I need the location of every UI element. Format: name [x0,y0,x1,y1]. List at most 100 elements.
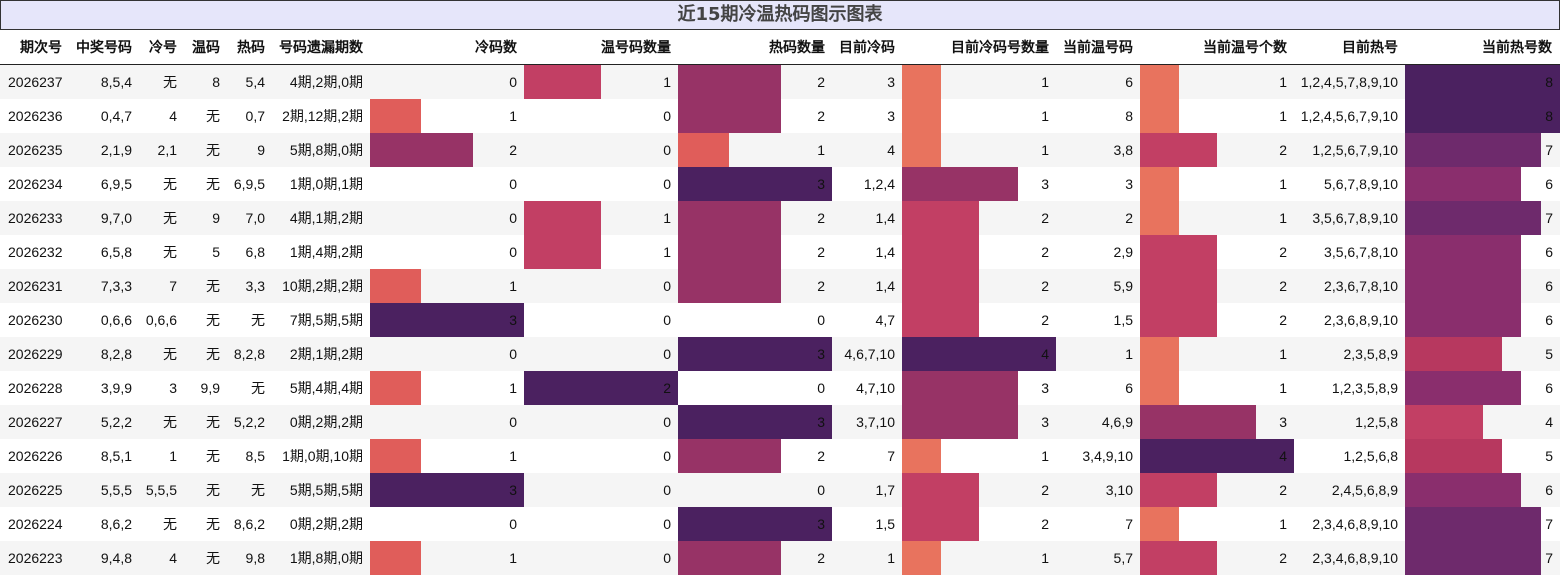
header-period: 期次号 [20,39,62,55]
cell-hot: 9,8 [245,550,265,566]
cell-cur-warm: 8 [1125,108,1133,124]
cell-cur-warm: 3,8 [1113,142,1133,158]
cell-miss: 2期,1期,2期 [289,346,363,362]
header-warm: 温码 [192,39,220,55]
cell-cur-hot: 2,3,5,8,9 [1343,346,1399,362]
cell-hot-count: 3 [817,176,825,192]
bar-cur-warm-count [1140,167,1179,201]
cell-cur-hot-count: 7 [1545,516,1553,532]
cell-hot: 3,3 [245,278,265,294]
cell-cur-warm-count: 1 [1279,108,1287,124]
cell-period: 2026232 [8,244,63,260]
cell-cur-warm: 1 [1125,346,1133,362]
cell-miss: 5期,8期,0期 [289,142,363,158]
cell-hot-count: 0 [817,380,825,396]
bar-cur-warm-count [1140,371,1179,405]
cell-period: 2026230 [8,312,63,328]
bar-cur-hot-count [1405,371,1521,405]
cell-cold-count: 2 [509,142,517,158]
cell-warm-count: 0 [663,108,671,124]
cell-cur-cold-count: 4 [1041,346,1049,362]
bar-cur-warm-count [1140,337,1179,371]
cell-cur-hot-count: 8 [1545,108,1553,124]
cell-draw: 8,6,2 [100,516,132,532]
cell-warm: 无 [206,516,220,532]
cell-warm: 5 [212,244,220,260]
cell-hot-count: 3 [817,346,825,362]
cell-cold: 无 [163,346,177,362]
cell-cur-hot-count: 6 [1545,312,1553,328]
bar-cur-cold-count [902,269,979,303]
bar-cur-hot-count [1405,133,1541,167]
cell-cur-hot-count: 6 [1545,244,1553,260]
cell-cur-cold: 4,6,7,10 [844,346,895,362]
bar-cur-hot-count [1405,507,1541,541]
bar-cur-hot-count [1405,201,1541,235]
cell-cur-hot-count: 5 [1545,346,1553,362]
cell-hot-count: 0 [817,482,825,498]
cell-cur-cold: 1,4 [875,244,895,260]
cell-hot-count: 0 [817,312,825,328]
cell-period: 2026236 [8,108,63,124]
cell-draw: 8,2,8 [100,346,132,362]
table-row: 0 1 2 2 2 6 2026232 6,5,8 无 5 6,8 1期,4期,2期 1,4 2,9 3,5… [0,235,1560,269]
bar-cur-cold-count [902,201,979,235]
cell-warm: 无 [206,108,220,124]
cell-draw: 6,5,8 [100,244,132,260]
cell-cold-count: 1 [509,108,517,124]
header-cur-cold-count: 目前冷码号数量 [951,39,1049,55]
bar-cur-warm-count [1140,303,1217,337]
cell-cur-warm-count: 2 [1279,244,1287,260]
cell-hot-count: 2 [817,278,825,294]
header-divider [0,64,1560,65]
cell-hot-count: 1 [817,142,825,158]
bar-cur-warm-count [1140,405,1256,439]
cell-cold: 无 [163,210,177,226]
bar-warm-count [524,235,601,269]
cell-cur-cold-count: 1 [1041,448,1049,464]
bar-cur-cold-count [902,235,979,269]
cell-cur-warm: 4,6,9 [1101,414,1133,430]
bar-cold-count [370,439,421,473]
bar-cur-warm-count [1140,507,1179,541]
cell-cur-cold: 3 [887,74,895,90]
cell-warm: 无 [206,414,220,430]
cell-hot: 8,2,8 [233,346,265,362]
cell-cur-cold-count: 2 [1041,516,1049,532]
cell-cur-cold-count: 1 [1041,74,1049,90]
cell-miss: 4期,2期,0期 [289,74,363,90]
cell-warm-count: 1 [663,74,671,90]
cell-cold: 1 [169,448,177,464]
cell-warm-count: 0 [663,482,671,498]
table-row: 1 2 0 3 1 6 2026228 3,9,9 3 9,9 无 5期,4期,4期 4,7,10 6 1,… [0,371,1560,405]
cell-warm-count: 1 [663,244,671,260]
header-cur-warm: 当前温号码 [1063,39,1133,55]
cell-cur-hot: 1,2,4,5,6,7,9,10 [1300,108,1398,124]
cell-cur-hot: 1,2,5,6,7,9,10 [1312,142,1398,158]
header-cold-count: 冷码数 [475,39,517,55]
cell-cur-cold: 4,7 [875,312,895,328]
cell-warm: 无 [206,482,220,498]
cell-cur-hot: 3,5,6,7,8,10 [1324,244,1398,260]
cell-cold: 0,6,6 [145,312,177,328]
cell-cold-count: 0 [509,176,517,192]
cell-cur-hot: 2,3,4,6,8,9,10 [1312,516,1398,532]
bar-cur-warm-count [1140,235,1217,269]
cell-cur-cold: 4 [887,142,895,158]
cell-cold-count: 1 [509,550,517,566]
cell-cold: 无 [163,244,177,260]
cell-draw: 3,9,9 [100,380,132,396]
cell-warm-count: 0 [663,312,671,328]
cell-miss: 4期,1期,2期 [289,210,363,226]
bar-cold-count [370,303,524,337]
cell-cur-warm-count: 2 [1279,312,1287,328]
table-row: 0 0 3 3 3 4 2026227 5,2,2 无 无 5,2,2 0期,2期,2期 3,7,10 4… [0,405,1560,439]
cell-cur-warm: 7 [1125,516,1133,532]
cell-cur-warm-count: 1 [1279,210,1287,226]
bar-cur-warm-count [1140,65,1179,99]
bar-hot-count [678,269,781,303]
cell-warm: 9 [212,210,220,226]
cell-period: 2026225 [8,482,63,498]
bar-cur-cold-count [902,303,979,337]
bar-cur-cold-count [902,337,1056,371]
